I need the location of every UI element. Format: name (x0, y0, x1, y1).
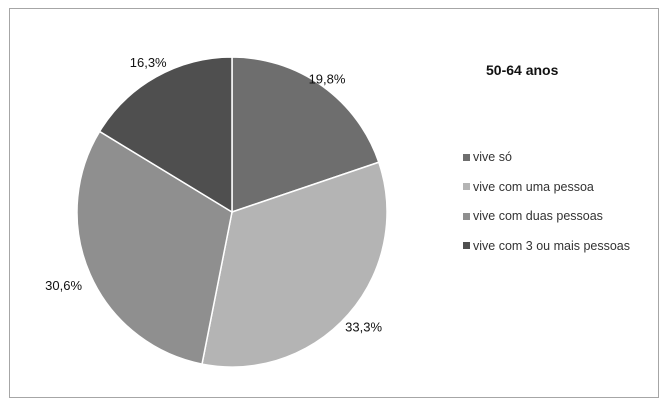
legend-swatch (463, 153, 470, 161)
legend-swatch (463, 212, 470, 220)
legend-swatch (463, 242, 470, 249)
data-label: 19,8% (309, 72, 346, 87)
data-label: 30,6% (45, 278, 82, 293)
legend-label: vive com 3 ou mais pessoas (473, 238, 631, 253)
pie-slice (76, 130, 233, 365)
legend-label: vive com uma pessoa (473, 179, 594, 194)
pie-slice (231, 56, 380, 214)
legend-item-vive-com-duas-pessoas: vive com duas pessoas (463, 209, 630, 223)
legend-item-vive-com-uma-pessoa: vive com uma pessoa (463, 180, 630, 194)
legend-swatch (463, 183, 470, 190)
pie-slice (201, 161, 388, 368)
legend-item-vive-so: vive só (463, 150, 630, 164)
legend: vive só vive com uma pessoa vive com dua… (463, 150, 630, 268)
data-label: 33,3% (345, 319, 382, 334)
data-label: 16,3% (130, 55, 167, 70)
legend-item-vive-com-3-ou-mais-pessoas: vive com 3 ou mais pessoas (463, 239, 630, 253)
legend-label: vive só (473, 150, 512, 164)
pie-slice (98, 56, 233, 214)
legend-label: vive com duas pessoas (473, 209, 603, 223)
chart-title: 50-64 anos (486, 62, 559, 78)
